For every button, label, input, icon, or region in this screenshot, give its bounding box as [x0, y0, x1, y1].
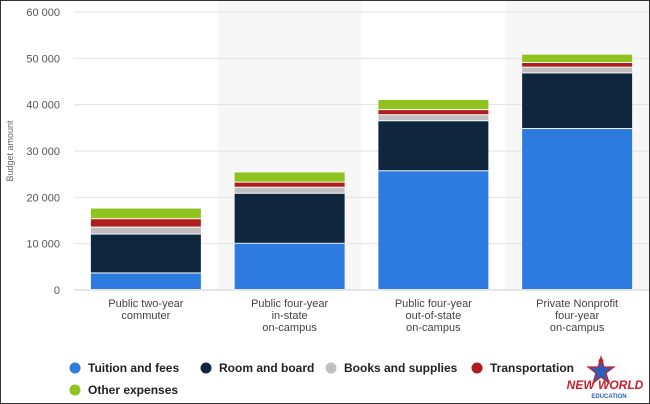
- bar-segment: [522, 63, 633, 67]
- legend-marker: [325, 362, 337, 374]
- logo-text-line2: EDUCATION: [591, 394, 626, 400]
- bar-segment: [378, 110, 489, 115]
- y-tick-label: 30 000: [26, 146, 60, 158]
- legend-label: Tuition and fees: [88, 361, 179, 375]
- bar-segment: [90, 227, 201, 234]
- legend-label: Transportation: [490, 361, 574, 375]
- logo-text-line1: NEW WORLD: [567, 378, 644, 392]
- legend-label: Other expenses: [88, 383, 178, 397]
- category-label: Public four-year out-of-state on-campus: [395, 298, 472, 334]
- bar-segment: [90, 208, 201, 219]
- y-tick-label: 40 000: [26, 100, 60, 112]
- bar-segment: [522, 129, 633, 289]
- y-tick-label: 0: [54, 285, 60, 297]
- legend-label: Books and supplies: [344, 361, 458, 375]
- y-tick-label: 50 000: [26, 53, 60, 65]
- y-tick-labels: 0 10 000 20 000 30 000 40 000 50 000 60 000: [26, 7, 60, 297]
- bar-segment: [378, 115, 489, 121]
- logo-star-icon: [586, 355, 616, 385]
- bar-segment: [378, 171, 489, 289]
- bar-segment: [378, 121, 489, 171]
- legend-label: Room and board: [219, 361, 314, 375]
- bars: [90, 54, 633, 289]
- bar-segment: [522, 73, 633, 129]
- y-tick-label: 60 000: [26, 7, 60, 19]
- category-label: Private Nonprofit four-year on-campus: [536, 298, 618, 334]
- bar-segment: [234, 243, 345, 289]
- logo-figure-head-icon: [598, 358, 604, 364]
- bar-segment: [522, 54, 633, 63]
- bar-segment: [234, 193, 345, 243]
- y-axis-title: Budget amount: [5, 120, 15, 182]
- y-tick-label: 20 000: [26, 192, 60, 204]
- new-world-education-logo: NEW WORLD EDUCATION: [567, 355, 644, 400]
- legend-marker: [69, 362, 81, 374]
- y-tick-label: 10 000: [26, 239, 60, 251]
- bar-segment: [234, 182, 345, 187]
- category-label: Public four-year in-state on-campus: [251, 298, 328, 334]
- bar-segment: [90, 219, 201, 227]
- bar-segment: [378, 99, 489, 110]
- bar-segment: [90, 234, 201, 273]
- legend: Tuition and fees Room and board Books and …: [69, 361, 574, 397]
- bar-segment: [522, 67, 633, 73]
- legend-marker: [200, 362, 212, 374]
- category-label: Public two-year commuter: [108, 298, 184, 322]
- category-labels: Public two-year commuter Public four-year i…: [108, 298, 618, 334]
- bar-segment: [234, 187, 345, 193]
- legend-marker: [69, 384, 81, 396]
- bar-segment: [90, 273, 201, 289]
- legend-marker: [471, 362, 483, 374]
- bar-segment: [234, 172, 345, 182]
